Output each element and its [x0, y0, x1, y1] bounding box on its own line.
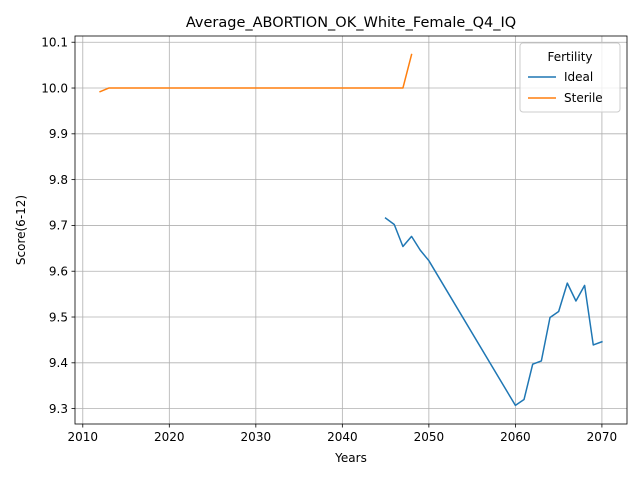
y-tick-label: 9.7	[49, 219, 68, 233]
series-line-sterile	[99, 53, 413, 93]
legend: Fertility Ideal Sterile	[519, 42, 621, 113]
y-tick-label: 10.1	[41, 36, 68, 50]
series-lines	[99, 53, 603, 407]
y-tick-label: 9.5	[49, 310, 68, 324]
x-axis-label: Years	[334, 451, 367, 465]
x-tick-label: 2010	[68, 430, 99, 444]
plot-frame	[74, 35, 628, 425]
legend-label-sterile: Sterile	[564, 91, 603, 105]
x-tick-label: 2040	[327, 430, 358, 444]
y-tick-label: 9.8	[49, 173, 68, 187]
x-tick-label: 2060	[500, 430, 531, 444]
x-tick-label: 2020	[154, 430, 185, 444]
x-axis: 2010 2020 2030 2040 2050 2060 2070	[68, 424, 618, 444]
legend-title: Fertility	[547, 50, 592, 64]
x-tick-label: 2070	[587, 430, 618, 444]
x-tick-label: 2030	[241, 430, 272, 444]
chart-title: Average_ABORTION_OK_White_Female_Q4_IQ	[186, 15, 516, 31]
legend-box	[519, 42, 621, 113]
x-tick-label: 2050	[414, 430, 445, 444]
y-axis: 9.3 9.4 9.5 9.6 9.7 9.8 9.9 10.0 10.1	[41, 36, 75, 416]
series-line-ideal	[384, 217, 603, 407]
y-axis-label: Score(6-12)	[14, 195, 28, 265]
y-tick-label: 9.4	[49, 356, 68, 370]
y-tick-label: 10.0	[41, 81, 68, 95]
y-tick-label: 9.9	[49, 127, 68, 141]
legend-label-ideal: Ideal	[564, 70, 593, 84]
y-tick-label: 9.6	[49, 265, 68, 279]
y-tick-label: 9.3	[49, 402, 68, 416]
